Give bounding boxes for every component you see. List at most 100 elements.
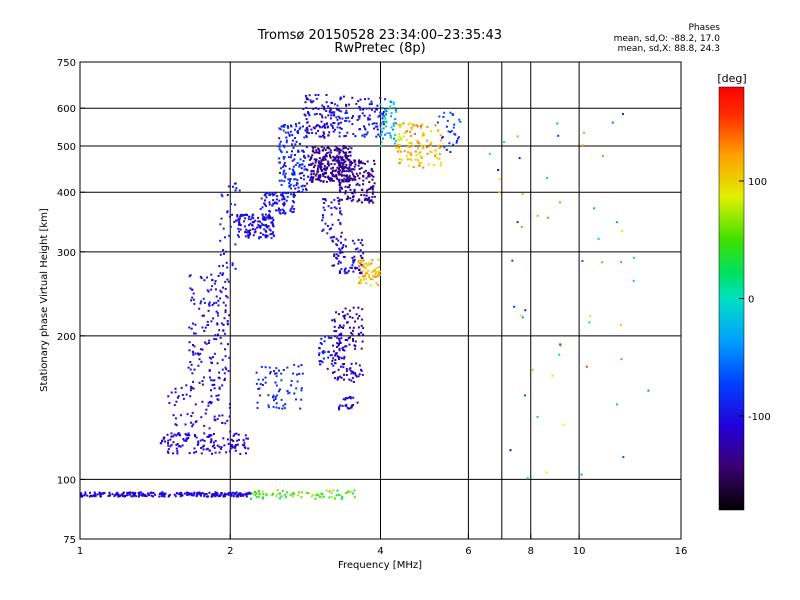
echo-point [201,326,204,329]
echo-point [341,178,344,181]
y-tick-label: 75 [63,535,76,546]
echo-point [216,323,219,326]
echo-point [205,342,208,345]
echo-point [224,366,227,369]
echo-point [307,111,309,114]
echo-point [341,251,344,254]
echo-point [192,298,195,301]
echo-point [288,391,291,394]
echo-point [170,435,173,438]
echo-point [305,106,308,109]
echo-point [357,260,360,263]
echo-point [328,154,331,157]
echo-point [279,150,282,153]
echo-point [229,225,232,228]
echo-point [333,206,336,209]
echo-point [259,236,262,239]
echo-point [291,495,294,498]
echo-point [256,401,259,404]
echo-point [331,236,334,239]
echo-point [442,115,445,118]
echo-point [241,493,244,496]
echo-point [282,129,285,132]
echo-point [231,446,234,449]
echo-point [100,492,103,495]
echo-point [364,271,367,274]
echo-point [80,494,83,497]
echo-point [339,375,342,378]
echo-point [141,494,144,497]
echo-point [352,261,355,264]
echo-point [275,198,278,201]
echo-point [337,159,340,162]
echo-point [332,180,335,182]
echo-point [439,139,442,142]
echo-point [211,445,214,448]
echo-point [265,492,268,495]
echo-point [215,494,218,497]
echo-point [269,215,272,218]
echo-point [371,170,374,173]
echo-point [330,167,333,170]
echo-point [367,197,370,200]
echo-point [276,492,279,495]
echo-point [333,198,336,201]
echo-point [220,492,223,494]
echo-point [229,447,232,450]
echo-point [296,380,299,383]
echo-point [341,170,344,173]
echo-point [226,211,229,214]
echo-point [332,371,334,374]
echo-point [322,131,325,134]
echo-point [341,187,343,190]
echo-point [206,289,209,292]
echo-point [221,368,224,371]
echo-point [384,117,387,120]
echo-point [373,122,376,125]
echo-point [247,447,250,450]
echo-point [224,348,226,351]
echo-point [291,159,294,162]
echo-point [231,491,234,494]
echo-point [269,229,272,232]
echo-point [331,171,334,174]
echo-point [396,150,399,153]
echo-point [409,158,411,161]
echo-point [305,491,308,494]
echo-point [326,232,329,235]
echo-point [213,493,216,496]
echo-point [279,161,281,164]
echo-point [360,331,363,334]
echo-point [447,130,450,133]
echo-point [292,172,294,175]
echo-point [228,356,231,359]
echo-point [286,195,289,198]
echo-point [220,446,223,449]
echo-point [207,436,210,438]
echo-point [362,327,365,330]
echo-point [338,260,341,263]
echo-point [375,122,378,125]
echo-point [353,496,356,499]
echo-point [215,338,218,341]
echo-point [324,116,327,119]
echo-point [361,112,364,115]
echo-point [344,117,347,119]
echo-point [264,194,267,197]
echo-point [343,135,346,138]
echo-point [226,194,229,196]
echo-point [361,340,364,343]
echo-point [161,439,163,442]
echo-point [351,316,354,319]
echo-point [318,150,321,153]
echo-point [338,247,341,250]
echo-point [337,199,340,202]
echo-point [169,438,172,441]
echo-point [308,125,311,128]
echo-point [351,256,354,259]
echo-point [418,164,421,167]
echo-point [456,137,459,140]
echo-point [289,183,292,186]
echo-point [284,131,287,134]
echo-point [285,139,288,142]
